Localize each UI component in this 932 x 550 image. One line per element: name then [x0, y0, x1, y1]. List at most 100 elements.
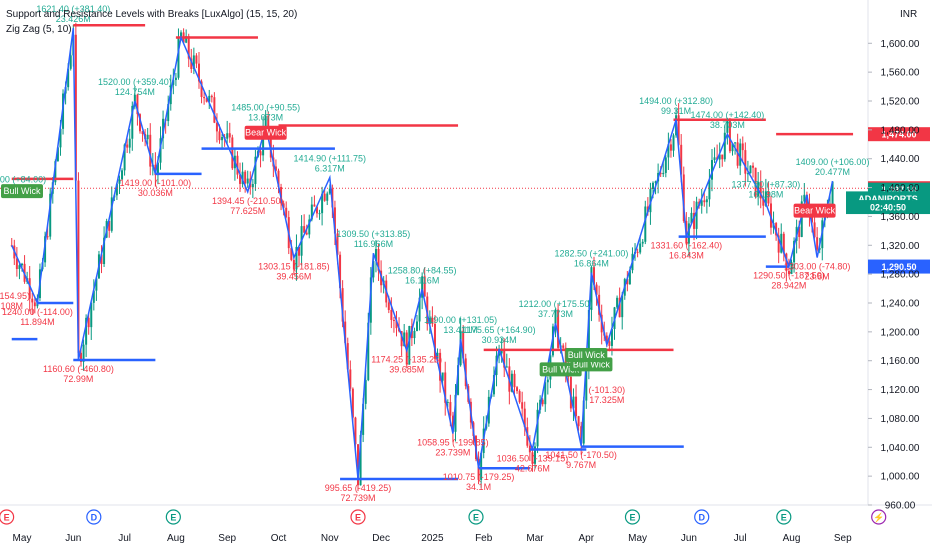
time-tick-label: Jul — [118, 533, 131, 544]
candle-body — [123, 144, 126, 171]
candle-body — [118, 179, 121, 184]
wick-tag-label: Bull Wick — [542, 364, 580, 374]
candle-body — [713, 157, 716, 161]
candle-body — [746, 173, 749, 175]
zigzag-label-price: (-101.30) — [589, 385, 626, 395]
time-tick-label: Nov — [321, 533, 339, 544]
candle-body — [441, 372, 444, 381]
zigzag-label-price: 1331.60 (-162.40) — [651, 241, 723, 251]
time-tick-label: Aug — [167, 533, 185, 544]
zigzag-label-price: 1494.00 (+312.80) — [639, 96, 713, 106]
candle-body — [705, 199, 708, 203]
zigzag-label-volume: 16.843M — [669, 251, 704, 261]
candle-body — [444, 372, 447, 403]
candle-body — [693, 212, 696, 229]
candle-body — [110, 197, 113, 231]
candle-body — [531, 452, 534, 464]
candle-body — [418, 297, 421, 322]
zigzag-label-volume: 30.934M — [482, 335, 517, 345]
candle-body — [777, 235, 780, 253]
candle-body — [431, 317, 434, 324]
candle-body — [267, 115, 270, 127]
price-axis[interactable]: 1,600.00 1,560.00 1,520.00 1,480.00 1,440.00… — [868, 39, 920, 512]
zigzag-label-volume: 72.739M — [340, 493, 375, 503]
zigzag-label-volume: 30.036M — [138, 188, 173, 198]
candle-body — [262, 128, 265, 156]
time-tick-label: May — [13, 533, 32, 544]
candle-body — [644, 206, 647, 242]
candle-body — [239, 174, 242, 184]
wick-tag-label: Bear Wick — [245, 128, 287, 138]
candle-body — [436, 352, 439, 359]
candle-body — [49, 193, 52, 237]
zigzag-label-volume: 23.426M — [56, 14, 91, 24]
candle-body — [244, 171, 247, 184]
candle-body — [277, 170, 280, 188]
price-tick-label: 1,200.00 — [881, 327, 920, 338]
candle-body — [180, 32, 183, 37]
candle-body — [785, 253, 788, 271]
candle-body — [290, 248, 293, 260]
candle-body — [726, 120, 729, 133]
time-tick-label: Jul — [734, 533, 747, 544]
candle-body — [313, 204, 316, 207]
event-marker-letter: E — [629, 513, 635, 523]
candle-body — [346, 343, 349, 370]
price-tag-label: 1,474.00 — [881, 130, 916, 140]
price-tick-label: 1,360.00 — [881, 212, 920, 223]
indicator-title-sr[interactable]: Support and Resistance Levels with Break… — [6, 9, 297, 20]
candle-body — [734, 142, 737, 144]
candle-body — [395, 320, 398, 329]
wick-tag-box — [565, 347, 608, 362]
candle-body — [177, 36, 180, 78]
candle-body — [664, 157, 667, 173]
candle-body — [562, 345, 565, 348]
zigzag-label-volume: 99.31M — [661, 106, 691, 116]
candle-body — [231, 137, 234, 169]
candle-body — [710, 160, 713, 180]
candle-body — [680, 144, 683, 175]
candle-body — [197, 63, 200, 82]
candle-body — [541, 399, 544, 405]
candle-body — [131, 105, 134, 139]
candle-body — [328, 188, 331, 194]
candle-body — [308, 219, 311, 235]
candle-body — [449, 402, 452, 416]
candle-body — [408, 326, 411, 365]
symbol-tag-label: 02:40:50 — [870, 203, 906, 213]
candle-body — [128, 138, 131, 148]
candle-body — [46, 236, 49, 238]
candle-body — [451, 415, 454, 432]
candle-body — [264, 115, 267, 129]
candle-body — [213, 97, 216, 123]
event-marker-icon — [871, 509, 887, 525]
candle-body — [146, 134, 149, 140]
candle-body — [305, 232, 308, 235]
zigzag-label-price: 1190.00 (+131.05) — [424, 315, 497, 325]
candle-body — [303, 226, 306, 233]
indicator-title-zigzag[interactable]: Zig Zag (5, 10) — [6, 24, 72, 35]
candle-body — [500, 349, 503, 354]
event-marker-letter: E — [473, 513, 479, 523]
time-axis[interactable]: May Jun Jul Aug Sep Oct Nov Dec 2025 Feb Mar Apr May… — [13, 533, 853, 544]
event-marker-icon — [624, 509, 641, 525]
candle-body — [636, 251, 639, 253]
candle-body — [228, 133, 231, 138]
candle-body — [523, 408, 526, 428]
candle-body — [667, 144, 670, 158]
candle-body — [677, 115, 680, 145]
zigzag-label-volume: 42.676M — [515, 463, 550, 473]
candle-body — [557, 309, 560, 348]
zigzag-label-volume: 116.966M — [354, 239, 393, 249]
zigzag-label-volume: 34.1M — [466, 482, 491, 492]
price-tick-label: 1,240.00 — [881, 299, 920, 310]
candle-body — [236, 155, 239, 175]
candle-body — [749, 165, 752, 174]
candle-body — [754, 167, 757, 197]
zigzag-label-volume: 39.685M — [389, 365, 424, 375]
price-tick-label: 1,600.00 — [881, 39, 920, 50]
zigzag-label-price: 995.65 (-419.25) — [325, 483, 392, 493]
zigzag-label-price: 1212.00 (+175.50) — [519, 299, 593, 309]
